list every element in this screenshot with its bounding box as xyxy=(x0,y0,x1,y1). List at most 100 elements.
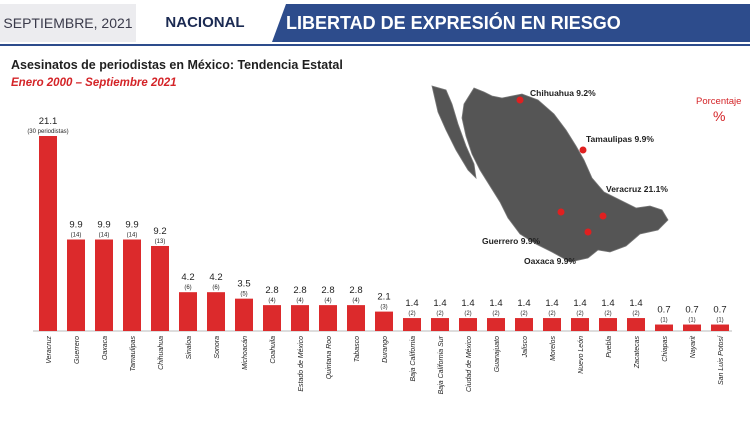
bar-count-label-24: (1) xyxy=(716,318,723,324)
bar-value-label-20: 1.4 xyxy=(601,298,614,309)
bar-value-label-23: 0.7 xyxy=(685,305,698,316)
header-divider xyxy=(0,44,750,46)
bar-value-label-1: 9.9 xyxy=(69,220,82,231)
bar-10 xyxy=(319,305,337,331)
bar-5 xyxy=(179,292,197,331)
bar-6 xyxy=(207,292,225,331)
bar-count-label-11: (4) xyxy=(352,298,359,304)
bar-4 xyxy=(151,245,169,331)
bar-value-label-18: 1.4 xyxy=(545,298,558,309)
x-tick-label-11: Tabasco xyxy=(354,336,361,362)
bar-value-label-11: 2.8 xyxy=(349,285,362,296)
bar-count-label-20: (2) xyxy=(604,311,611,317)
bar-value-label-15: 1.4 xyxy=(461,298,474,309)
x-tick-label-5: Sinaloa xyxy=(186,336,193,359)
x-tick-label-24: San Luis Potosí xyxy=(718,335,725,385)
bar-2 xyxy=(95,239,113,331)
bar-value-label-14: 1.4 xyxy=(433,298,446,309)
x-tick-label-17: Jalisco xyxy=(522,336,529,359)
bar-count-label-21: (2) xyxy=(632,311,639,317)
bar-11 xyxy=(347,305,365,331)
bar-count-label-10: (4) xyxy=(324,298,331,304)
bar-count-label-8: (4) xyxy=(268,298,275,304)
x-tick-label-19: Nuevo León xyxy=(578,336,585,374)
bar-17 xyxy=(515,318,533,331)
x-tick-label-12: Durango xyxy=(382,336,389,363)
bar-19 xyxy=(571,318,589,331)
bar-count-label-3: (14) xyxy=(127,233,138,239)
bar-value-label-24: 0.7 xyxy=(713,305,726,316)
x-tick-label-20: Puebla xyxy=(606,336,613,358)
bar-count-label-18: (2) xyxy=(548,311,555,317)
legend-percent-symbol: % xyxy=(713,108,726,124)
bar-1 xyxy=(67,239,85,331)
x-tick-label-10: Quintana Roo xyxy=(326,336,333,379)
bar-value-label-21: 1.4 xyxy=(629,298,642,309)
oaxaca-pin-icon xyxy=(584,228,592,236)
x-tick-label-22: Chiapas xyxy=(662,336,669,362)
bar-count-label-5: (6) xyxy=(184,285,191,291)
map-label-oaxaca: Oaxaca 9.9% xyxy=(524,256,576,266)
bar-15 xyxy=(459,318,477,331)
x-tick-label-16: Guanajuato xyxy=(494,336,501,372)
bar-count-label-16: (2) xyxy=(492,311,499,317)
map-label-guerrero: Guerrero 9.9% xyxy=(482,236,541,246)
x-tick-label-1: Guerrero xyxy=(74,336,81,364)
bar-value-label-9: 2.8 xyxy=(293,285,306,296)
bar-count-label-12: (3) xyxy=(380,305,387,311)
x-tick-label-9: Estado de México xyxy=(298,336,305,392)
x-tick-label-21: Zacatecas xyxy=(634,336,641,370)
bar-count-label-17: (2) xyxy=(520,311,527,317)
x-tick-label-13: Baja California xyxy=(410,336,417,382)
x-tick-label-14: Baja California Sur xyxy=(438,335,445,394)
x-tick-label-15: Ciudad de México xyxy=(466,336,473,392)
bar-count-label-9: (4) xyxy=(296,298,303,304)
bar-value-label-10: 2.8 xyxy=(321,285,334,296)
bar-count-label-19: (2) xyxy=(576,311,583,317)
bar-3 xyxy=(123,239,141,331)
x-tick-label-18: Morelos xyxy=(550,336,557,361)
bar-value-label-13: 1.4 xyxy=(405,298,418,309)
chart-title: Asesinatos de periodistas en México: Ten… xyxy=(11,58,343,72)
bar-21 xyxy=(627,318,645,331)
bar-24 xyxy=(711,324,729,331)
bar-count-label-13: (2) xyxy=(408,311,415,317)
map-pins xyxy=(516,96,607,236)
bar-count-label-7: (5) xyxy=(240,292,247,298)
bar-13 xyxy=(403,318,421,331)
x-tick-label-6: Sonora xyxy=(214,336,221,359)
bar-count-label-15: (2) xyxy=(464,311,471,317)
bar-value-label-17: 1.4 xyxy=(517,298,530,309)
bar-18 xyxy=(543,318,561,331)
bar-value-label-16: 1.4 xyxy=(489,298,502,309)
bar-9 xyxy=(291,305,309,331)
bar-16 xyxy=(487,318,505,331)
veracruz-pin-icon xyxy=(599,212,607,220)
bar-count-label-4: (13) xyxy=(155,239,166,245)
bar-value-label-4: 9.2 xyxy=(153,226,166,237)
x-tick-label-7: Michoacán xyxy=(242,336,249,370)
guerrero-pin-icon xyxy=(557,208,565,216)
map-label-tamaulipas: Tamaulipas 9.9% xyxy=(586,134,654,144)
bar-value-label-6: 4.2 xyxy=(209,272,222,283)
tamaulipas-pin-icon xyxy=(579,146,587,154)
header-banner-title: LIBERTAD DE EXPRESIÓN EN RIESGO xyxy=(272,4,750,42)
bar-value-label-0: 21.1 xyxy=(39,116,58,127)
bar-count-label-22: (1) xyxy=(660,318,667,324)
header-date: SEPTIEMBRE, 2021 xyxy=(0,4,136,42)
mexico-mainland-shape xyxy=(461,87,669,263)
bar-value-label-12: 2.1 xyxy=(377,292,390,303)
header-section-tab[interactable]: NACIONAL xyxy=(140,4,270,42)
bar-0 xyxy=(39,136,57,331)
bar-count-label-14: (2) xyxy=(436,311,443,317)
chihuahua-pin-icon xyxy=(516,96,524,104)
bar-12 xyxy=(375,311,393,331)
bar-value-label-5: 4.2 xyxy=(181,272,194,283)
bar-value-label-3: 9.9 xyxy=(125,220,138,231)
header-bar: SEPTIEMBRE, 2021 NACIONAL LIBERTAD DE EX… xyxy=(0,0,750,46)
bar-7 xyxy=(235,298,253,331)
bar-count-label-1: (14) xyxy=(71,233,82,239)
x-tick-label-0: Veracruz xyxy=(46,336,53,364)
x-tick-label-3: Tamaulipas xyxy=(130,336,137,372)
bar-value-label-22: 0.7 xyxy=(657,305,670,316)
